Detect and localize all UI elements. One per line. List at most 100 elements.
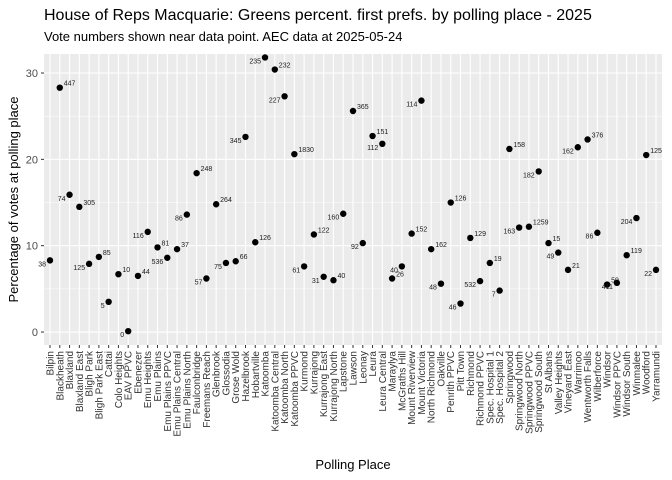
vote-label: 81 bbox=[162, 240, 170, 247]
data-point bbox=[427, 245, 435, 253]
x-tick-label: Spec. Hospital 1 bbox=[485, 351, 496, 424]
x-tick-label: Pitt Town bbox=[456, 351, 467, 391]
vote-label: 46 bbox=[449, 305, 457, 312]
data-points: 38 447 74 305 125 85 5 10 0 44 116 81 536 37 86 248 57 26… bbox=[38, 54, 662, 339]
vote-label: 44 bbox=[142, 269, 150, 276]
vote-label: 48 bbox=[429, 285, 437, 292]
x-tick-label: Yarramundi bbox=[652, 351, 663, 402]
x-tick-label: Katoomba North bbox=[280, 351, 291, 424]
vote-label: 411 bbox=[602, 284, 613, 291]
x-tick-label: Windsor bbox=[603, 350, 614, 387]
vote-label: 125 bbox=[650, 148, 662, 155]
vote-label: 248 bbox=[201, 166, 213, 173]
x-tick-label: Blaxland bbox=[65, 351, 76, 389]
x-tick-label: Faulconbridge bbox=[192, 351, 203, 415]
x-tick-label: Hazelbrook bbox=[241, 350, 252, 402]
data-point bbox=[359, 239, 366, 247]
data-point bbox=[652, 266, 660, 274]
data-point bbox=[369, 132, 376, 140]
x-tick-label: Katoomba Central bbox=[270, 351, 281, 432]
data-point bbox=[232, 258, 239, 265]
vote-label: 158 bbox=[513, 142, 525, 149]
x-tick-label: Woodford bbox=[642, 351, 653, 394]
data-point bbox=[115, 270, 122, 278]
data-point bbox=[467, 234, 474, 242]
x-tick-label: Leonay bbox=[358, 351, 369, 384]
x-tick-label: Cattai bbox=[104, 351, 115, 377]
x-tick-label: Freemans Reach bbox=[202, 351, 213, 428]
data-point bbox=[349, 107, 357, 115]
vote-label: 75 bbox=[214, 264, 222, 271]
x-tick-label: Mount Victoria bbox=[417, 351, 428, 415]
data-point bbox=[281, 93, 288, 100]
vote-label: 1259 bbox=[533, 220, 549, 227]
vote-label: 38 bbox=[38, 261, 46, 268]
vote-label: 61 bbox=[292, 267, 300, 274]
data-point bbox=[330, 277, 337, 284]
vote-label: 5 bbox=[101, 303, 105, 310]
vote-label: 86 bbox=[586, 234, 594, 241]
vote-label: 447 bbox=[64, 81, 76, 88]
vote-label: 125 bbox=[73, 265, 85, 272]
vote-label: 163 bbox=[503, 229, 515, 236]
data-point bbox=[535, 168, 542, 175]
data-point bbox=[418, 97, 425, 104]
data-point bbox=[574, 144, 582, 151]
data-point bbox=[633, 214, 640, 222]
x-axis-title: Polling Place bbox=[315, 457, 390, 472]
vote-label: 0 bbox=[120, 332, 124, 339]
x-tick-label: Windsor South bbox=[622, 351, 633, 417]
x-tick-label: Katoomba PPVC bbox=[290, 351, 301, 427]
vote-label: 152 bbox=[416, 227, 428, 234]
data-point bbox=[603, 281, 611, 288]
x-tick-label: Emu Plains bbox=[153, 351, 164, 402]
data-point bbox=[515, 224, 523, 231]
vote-label: 114 bbox=[406, 102, 417, 109]
vote-label: 126 bbox=[259, 235, 271, 242]
data-point bbox=[76, 203, 83, 211]
x-tick-label: Blaxland East bbox=[75, 351, 86, 412]
data-point bbox=[476, 277, 484, 285]
vote-label: 86 bbox=[175, 216, 183, 223]
x-tick-label: Richmond PPVC bbox=[476, 351, 487, 426]
vote-label: 162 bbox=[562, 148, 574, 155]
vote-label: 66 bbox=[240, 254, 248, 261]
x-tick-label: Leura bbox=[368, 351, 379, 377]
vote-label: 1830 bbox=[298, 147, 314, 154]
x-tick-label: Grose Wold bbox=[231, 351, 242, 404]
data-point bbox=[506, 145, 513, 153]
data-point bbox=[95, 253, 103, 261]
x-tick-label: Emu Heights bbox=[143, 351, 154, 408]
data-point bbox=[437, 280, 445, 287]
x-tick-label: Windsor PPVC bbox=[612, 351, 623, 418]
x-tick-label: Wentworth Falls bbox=[583, 351, 594, 423]
x-tick-label: Kurrajong North bbox=[329, 351, 340, 422]
data-point bbox=[545, 239, 552, 247]
data-point bbox=[340, 210, 347, 217]
vote-label: 10 bbox=[122, 267, 130, 274]
x-tick-label: Kurrajong bbox=[309, 351, 320, 394]
data-point bbox=[623, 251, 630, 259]
x-tick-label: Penrith PPVC bbox=[446, 351, 457, 413]
y-tick-label: 10 bbox=[26, 241, 38, 253]
chart-title: House of Reps Macquarie: Greens percent.… bbox=[44, 7, 592, 24]
data-point bbox=[555, 249, 562, 256]
x-tick-label: North Richmond bbox=[427, 351, 438, 423]
data-point bbox=[310, 231, 318, 238]
data-point bbox=[320, 273, 327, 280]
data-point bbox=[124, 327, 132, 335]
x-tick-label: Bligh Park East bbox=[94, 351, 105, 420]
vote-label: 182 bbox=[523, 172, 535, 179]
vote-label: 129 bbox=[474, 231, 486, 238]
vote-label: 532 bbox=[464, 282, 476, 289]
vote-label: 26 bbox=[396, 272, 404, 279]
vote-label: 19 bbox=[494, 256, 502, 263]
x-tick-label: Katoomba bbox=[261, 351, 272, 397]
x-tick-label: Springwood North bbox=[515, 351, 526, 431]
data-point bbox=[212, 201, 220, 208]
vote-label: 74 bbox=[58, 196, 66, 203]
x-tick-label: Mount Riverview bbox=[407, 350, 418, 425]
vote-label: 536 bbox=[152, 259, 164, 266]
